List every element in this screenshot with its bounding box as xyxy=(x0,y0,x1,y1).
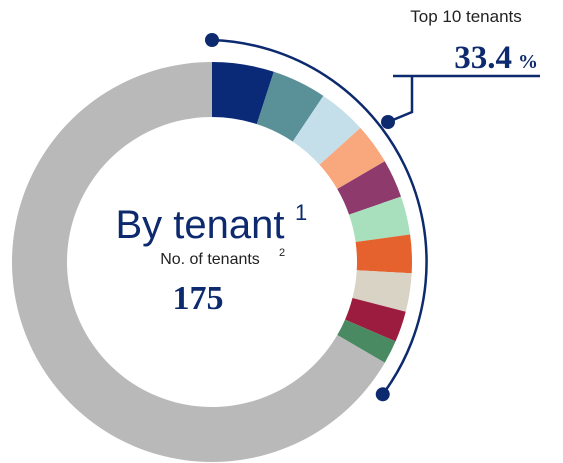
donut-segment xyxy=(349,196,411,243)
donut-segment xyxy=(352,270,412,312)
subtitle: No. of tenants xyxy=(160,251,260,268)
title-sup: 1 xyxy=(295,200,307,225)
annotation-value: 33.4 xyxy=(454,40,512,76)
subtitle-sup: 2 xyxy=(279,247,285,259)
donut-segment xyxy=(256,71,324,142)
bracket xyxy=(387,74,540,124)
donut-segment xyxy=(319,127,385,189)
annotation-label: Top 10 tenants xyxy=(410,7,522,26)
donut-segment xyxy=(345,298,406,342)
donut-segment xyxy=(212,62,274,125)
bracket-dot xyxy=(205,33,219,47)
bracket-dot xyxy=(375,387,390,402)
tenant-count: 175 xyxy=(173,280,224,317)
donut-segment xyxy=(292,95,361,165)
chart-title: By tenant xyxy=(115,203,284,247)
bracket-dot xyxy=(381,115,395,129)
annotation-unit: % xyxy=(518,51,538,73)
donut-segment xyxy=(11,62,385,462)
donut-segment xyxy=(337,161,402,215)
donut-segment xyxy=(355,234,412,274)
donut-segment xyxy=(337,319,396,363)
leader-line xyxy=(387,76,414,124)
bracket-arc xyxy=(211,38,428,396)
